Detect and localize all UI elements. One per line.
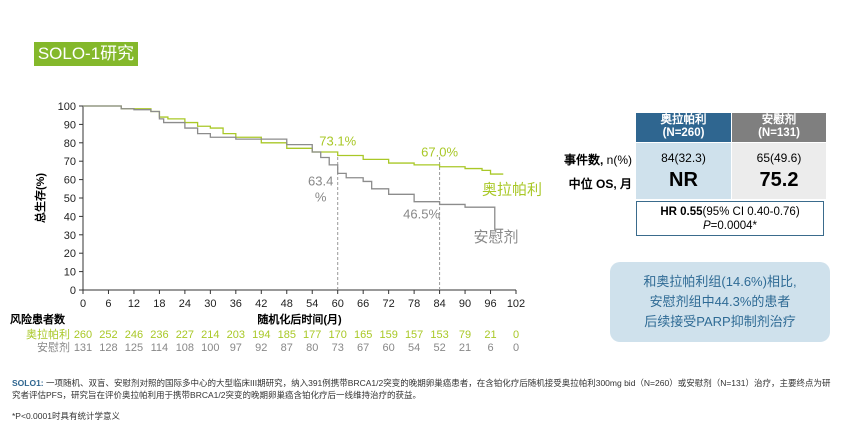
x-tick-label: 54 [306, 298, 318, 310]
risk-count: 0 [513, 342, 519, 354]
risk-count: 6 [487, 342, 493, 354]
x-tick-label: 84 [433, 298, 445, 310]
risk-count: 73 [332, 342, 344, 354]
risk-count: 54 [408, 342, 420, 354]
y-tick-label: 90 [64, 119, 76, 131]
header-olaparib: 奥拉帕利 (N=260) [636, 113, 731, 142]
callout-box: 和奥拉帕利组(14.6%)相比, 安慰剂组中44.3%的患者 后续接受PARP抑制剂… [610, 262, 830, 342]
row2-label: 中位 OS, 月 [568, 177, 632, 191]
footnote: SOLO1: 一项随机、双盲、安慰剂对照的国际多中心的大型临床III期研究，纳入… [12, 378, 831, 400]
risk-count: 170 [329, 329, 347, 341]
risk-count: 0 [513, 329, 519, 341]
y-tick-label: 40 [64, 211, 76, 223]
header-placebo: 安慰剂 (N=131) [732, 113, 826, 142]
annotation: 46.5% [403, 206, 440, 221]
risk-count: 67 [357, 342, 369, 354]
y-tick-label: 10 [64, 267, 76, 279]
risk-row-label: 奥拉帕利 [26, 327, 70, 341]
risk-row-label: 安慰剂 [37, 340, 70, 354]
y-tick-label: 60 [64, 175, 76, 187]
risk-count: 21 [459, 342, 471, 354]
hazard-ratio-box: HR 0.55(95% CI 0.40-0.76) P=0.0004* [636, 201, 824, 236]
events-placebo: 65(49.6) [756, 151, 802, 165]
risk-count: 97 [230, 342, 242, 354]
x-tick-label: 72 [383, 298, 395, 310]
km-curve-olaparib [83, 105, 504, 175]
x-tick-label: 18 [153, 298, 165, 310]
risk-count: 185 [278, 329, 296, 341]
median-os-olaparib: NR [669, 169, 698, 191]
risk-count: 236 [150, 329, 168, 341]
annotation: 73.1% [319, 133, 356, 148]
risk-count: 114 [151, 342, 169, 354]
x-tick-label: 0 [80, 298, 86, 310]
y-tick-label: 70 [64, 156, 76, 168]
risk-count: 125 [125, 342, 143, 354]
annotation: 67.0% [421, 145, 458, 160]
risk-count: 108 [176, 342, 194, 354]
x-tick-label: 78 [408, 298, 420, 310]
risk-count: 80 [306, 342, 318, 354]
median-os-placebo: 75.2 [759, 169, 799, 191]
x-axis-label: 随机化后时间(月) [257, 312, 342, 326]
risk-count: 165 [354, 329, 372, 341]
risk-count: 153 [430, 329, 448, 341]
risk-count: 79 [459, 329, 471, 341]
km-curve-placebo [83, 105, 504, 230]
y-tick-label: 50 [64, 193, 76, 205]
x-tick-label: 102 [507, 298, 525, 310]
y-tick-label: 20 [64, 248, 76, 260]
y-tick-label: 30 [64, 230, 76, 242]
x-tick-label: 60 [332, 298, 344, 310]
risk-count: 177 [303, 329, 321, 341]
risk-count: 194 [252, 329, 270, 341]
y-axis-label: 总生存(%) [33, 173, 47, 223]
study-title: SOLO-1研究 [34, 42, 138, 66]
risk-count: 100 [201, 342, 219, 354]
risk-count: 87 [281, 342, 293, 354]
y-tick-label: 80 [64, 138, 76, 150]
risk-count: 60 [383, 342, 395, 354]
risk-count: 252 [99, 329, 117, 341]
risk-count: 21 [484, 329, 496, 341]
risk-table-title: 风险患者数 [10, 312, 66, 326]
x-tick-label: 24 [179, 298, 191, 310]
annotation: % [315, 189, 327, 204]
risk-count: 131 [74, 342, 92, 354]
row1-label: 事件数, n(%) [563, 153, 632, 167]
x-tick-label: 96 [484, 298, 496, 310]
x-tick-label: 36 [230, 298, 242, 310]
risk-count: 227 [176, 329, 194, 341]
x-tick-label: 48 [281, 298, 293, 310]
x-tick-label: 66 [357, 298, 369, 310]
risk-count: 260 [74, 329, 92, 341]
risk-count: 128 [99, 342, 117, 354]
series-label-placebo: 安慰剂 [474, 228, 519, 246]
significance-note: *P<0.0001时具有统计学意义 [12, 411, 120, 421]
risk-count: 214 [201, 329, 219, 341]
risk-count: 246 [125, 329, 143, 341]
risk-count: 159 [379, 329, 397, 341]
x-tick-label: 6 [105, 298, 111, 310]
risk-count: 52 [433, 342, 445, 354]
x-tick-label: 90 [459, 298, 471, 310]
x-tick-label: 12 [128, 298, 140, 310]
events-olaparib: 84(32.3) [661, 151, 706, 165]
risk-count: 203 [227, 329, 245, 341]
y-tick-label: 0 [70, 285, 76, 297]
risk-count: 92 [255, 342, 267, 354]
y-tick-label: 100 [58, 101, 76, 113]
x-tick-label: 42 [255, 298, 267, 310]
series-label-olaparib: 奥拉帕利 [482, 181, 542, 198]
risk-count: 157 [405, 329, 423, 341]
annotation: 63.4 [308, 173, 333, 188]
x-tick-label: 30 [204, 298, 216, 310]
